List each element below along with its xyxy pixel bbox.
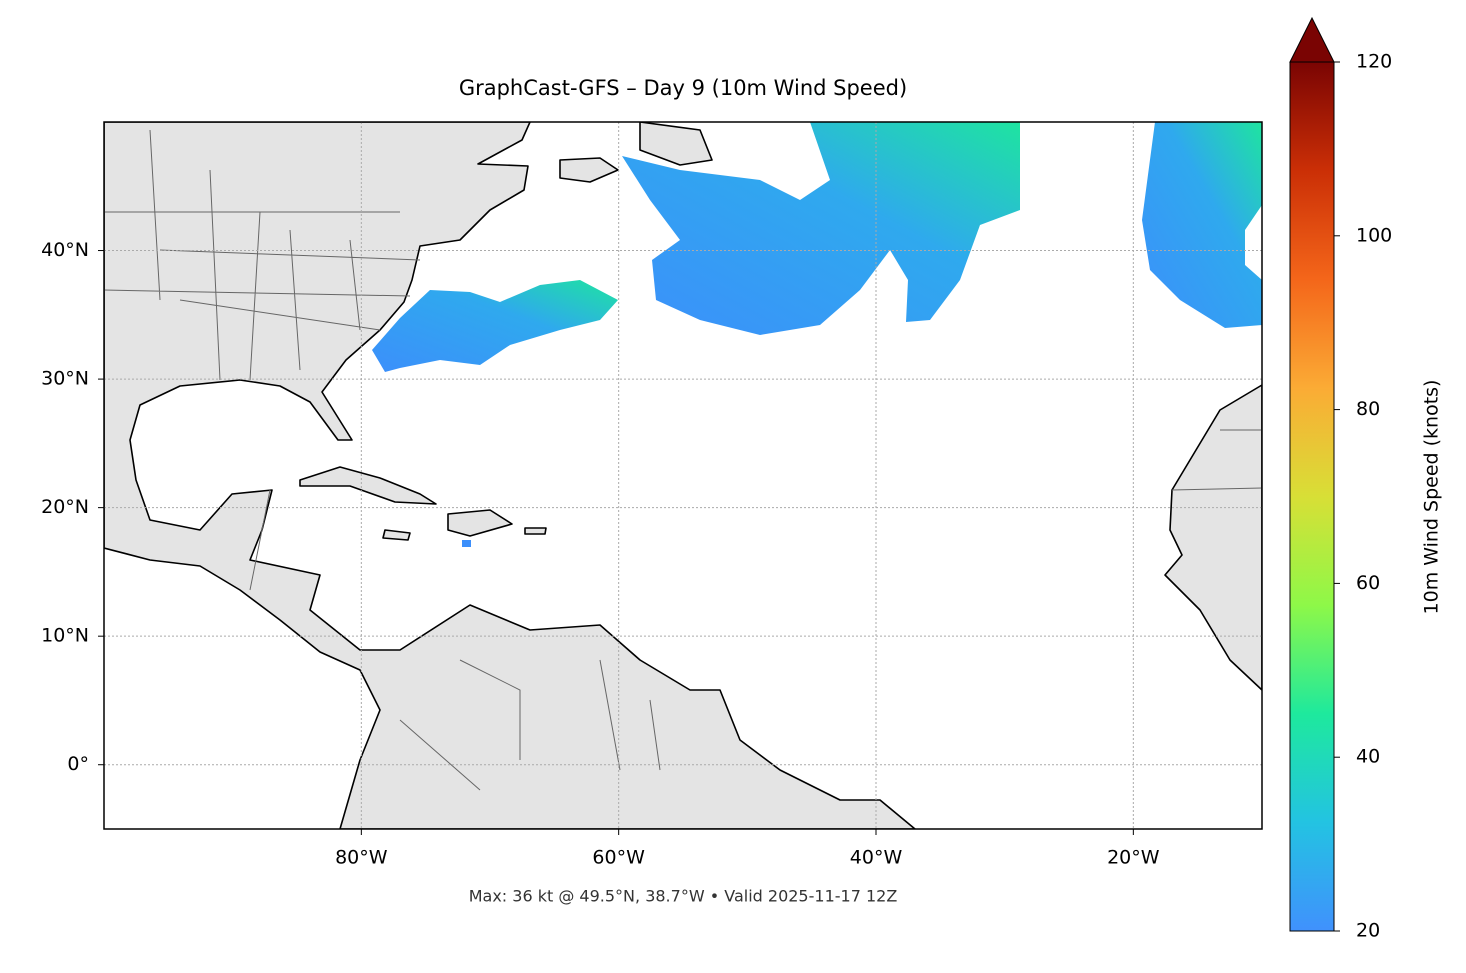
x-tick-label: 20°W xyxy=(1107,847,1160,869)
map-area xyxy=(104,122,1262,829)
colorbar-tick-label: 80 xyxy=(1356,398,1380,420)
state-borders xyxy=(104,129,1262,791)
map-frame xyxy=(103,121,1263,830)
y-tick-label: 30°N xyxy=(41,368,89,390)
colorbar-tick-label: 20 xyxy=(1356,920,1380,942)
colorbar-tick-label: 100 xyxy=(1356,224,1392,246)
wind-field xyxy=(622,122,1020,335)
y-tick-label: 40°N xyxy=(41,239,89,261)
wind-field xyxy=(462,540,471,547)
africa xyxy=(1164,384,1262,691)
hispaniola xyxy=(382,509,547,541)
colorbar xyxy=(1289,61,1335,932)
colorbar-extend xyxy=(1289,16,1335,63)
colorbar-tick-label: 40 xyxy=(1356,746,1380,768)
colorbar-tick-label: 120 xyxy=(1356,51,1392,73)
colorbar-tick-label: 60 xyxy=(1356,572,1380,594)
y-tick-label: 10°N xyxy=(41,625,89,647)
x-tick-label: 40°W xyxy=(850,847,903,869)
y-tick-label: 0° xyxy=(67,753,89,775)
footer-note: Max: 36 kt @ 49.5°N, 38.7°W • Valid 2025… xyxy=(469,887,898,906)
x-tick-label: 80°W xyxy=(335,847,388,869)
wind-field xyxy=(372,280,618,372)
nova-scotia xyxy=(559,122,713,183)
colorbar-label: 10m Wind Speed (knots) xyxy=(1421,380,1443,615)
cuba xyxy=(299,466,437,505)
x-tick-label: 60°W xyxy=(592,847,645,869)
y-tick-label: 20°N xyxy=(41,496,89,518)
chart-title: GraphCast-GFS – Day 9 (10m Wind Speed) xyxy=(459,76,907,100)
wind-field xyxy=(1142,122,1262,328)
